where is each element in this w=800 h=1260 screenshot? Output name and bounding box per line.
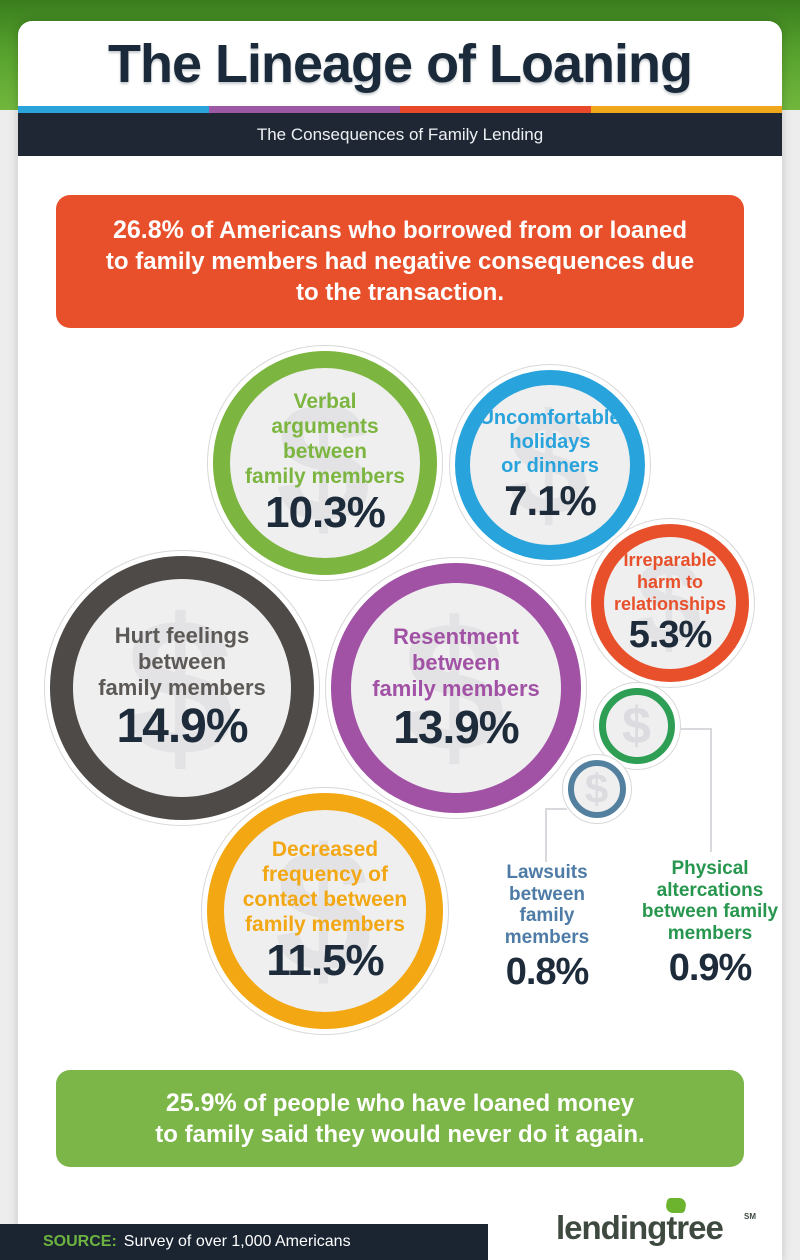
source-label: SOURCE: [43,1233,117,1250]
bubble-label: Verbal arguments between family members [245,389,405,488]
bubble-percent: 11.5% [266,935,384,985]
bottom-stat-text: 25.9% of people who have loaned money to… [155,1088,645,1148]
bubble-percent: 14.9% [116,699,248,753]
bubble-irreparable-harm: $ Irreparable harm to relationships 5.3% [585,518,755,688]
title-bar: The Lineage of Loaning [18,21,782,106]
dollar-watermark-icon: $ [125,578,235,797]
source-text: Survey of over 1,000 Americans [123,1233,351,1250]
dollar-watermark-icon: $ [275,368,371,558]
stripe-segment-purple [209,106,400,113]
bubble-resentment: $ Resentment between family members 13.9… [325,557,587,819]
lendingtree-logo: lendingtree SM [556,1198,766,1250]
dollar-watermark-icon: $ [635,537,702,669]
page-subtitle: The Consequences of Family Lending [256,124,544,144]
top-stat-banner: 26.8% of Americans who borrowed from or … [56,195,744,328]
ext-label-text: Lawsuits between family members [504,862,590,948]
bubble-percent: 5.3% [628,614,713,657]
dollar-watermark-icon: $ [274,813,372,1009]
bubble-decreased-contact: $ Decreased frequency of contact between… [201,787,449,1035]
bottom-stat-highlight: 25.9% [165,1088,237,1117]
bubble-percent: 7.1% [504,476,597,524]
stripe-segment-red [400,106,591,113]
dollar-watermark-icon: $ [508,383,589,546]
label-physical-altercations: Physical altercations between family mem… [630,858,790,990]
ext-label-percent: 0.8% [505,951,590,993]
bubble-label: Resentment between family members [372,623,540,701]
bubble-lawsuits: $ [562,754,632,824]
bubble-physical-altercations: $ [593,682,681,770]
stripe-segment-orange [591,106,782,113]
label-lawsuits: Lawsuits between family members 0.8% [482,862,612,994]
bottom-stat-banner: 25.9% of people who have loaned money to… [56,1070,744,1167]
ext-label-text: Physical altercations between family mem… [641,858,779,944]
bubble-label: Decreased frequency of contact between f… [242,837,408,936]
subtitle-bar: The Consequences of Family Lending [18,113,782,156]
bubble-label: Uncomfortable holidays or dinners [479,406,621,477]
connector-green-vertical [710,728,712,852]
bubble-percent: 10.3% [265,487,386,537]
ext-label-percent: 0.9% [668,947,753,989]
bubble-uncomfortable-holidays: $ Uncomfortable holidays or dinners 7.1% [449,364,651,566]
bubble-label: Hurt feelings between family members [98,622,266,700]
logo-trademark: SM [744,1212,756,1221]
dollar-watermark-icon: $ [621,697,651,755]
bubble-hurt-feelings: $ Hurt feelings between family members 1… [44,550,320,826]
dollar-watermark-icon: $ [402,584,506,791]
top-stat-highlight: 26.8% [112,216,184,244]
logo-text: lendingtree [556,1209,724,1246]
connector-blue-vertical [545,808,547,862]
source-bar: SOURCE: Survey of over 1,000 Americans [0,1224,488,1260]
connector-blue-horizontal [545,808,567,810]
accent-stripe [18,106,782,113]
top-stat-text: 26.8% of Americans who borrowed from or … [105,216,695,306]
bubble-label: Irreparable harm to relationships [613,550,727,615]
page-title: The Lineage of Loaning [108,33,693,94]
dollar-watermark-icon: $ [584,765,609,812]
bubble-percent: 13.9% [393,700,519,753]
connector-green-horizontal [676,728,712,730]
stripe-segment-blue [18,106,209,113]
bubble-verbal-arguments: $ Verbal arguments between family member… [207,345,443,581]
